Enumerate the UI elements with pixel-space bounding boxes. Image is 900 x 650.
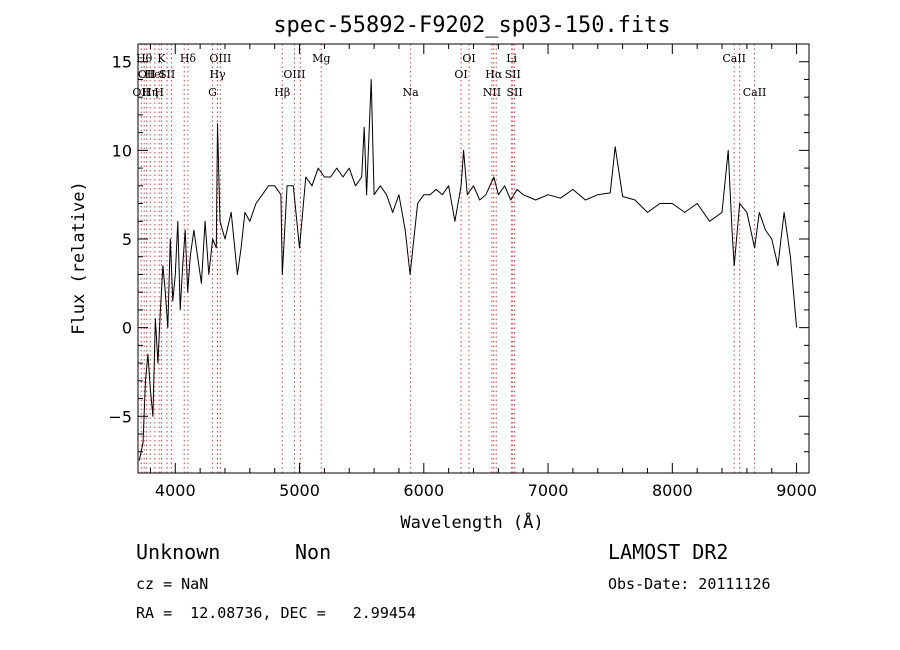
- x-tick-label: 5000: [279, 481, 320, 500]
- x-tick-label: 6000: [403, 481, 444, 500]
- line-label: OI: [454, 68, 467, 81]
- line-label: OII: [132, 86, 150, 99]
- line-label: OIII: [209, 52, 231, 65]
- line-label: OI: [462, 52, 475, 65]
- x-tick-label: 7000: [528, 481, 569, 500]
- plot-frame: [137, 43, 810, 474]
- y-axis-label: Flux (relative): [69, 181, 89, 335]
- line-label: CaII: [743, 86, 767, 99]
- flux-line: [138, 79, 798, 461]
- line-label: Hα: [485, 68, 503, 81]
- line-label: CaII: [722, 52, 746, 65]
- spectral-line-labels: OIIHθOIIHηHeIHKSIIHδGHγOIIIHβOIIIMgNaOIO…: [132, 52, 766, 99]
- line-label: HeI: [145, 68, 165, 81]
- cz-label: cz = NaN: [136, 575, 209, 593]
- line-label: NII: [483, 86, 501, 99]
- obs-date-label: Obs-Date: 20111126: [608, 575, 771, 593]
- line-label: Li: [506, 52, 517, 65]
- y-tick-label: 15: [112, 53, 132, 72]
- line-label: OIII: [283, 68, 305, 81]
- line-label: Hδ: [180, 52, 197, 65]
- subclass-label: Non: [295, 540, 332, 564]
- line-label: OII: [138, 68, 156, 81]
- x-axis-label: Wavelength (Å): [400, 511, 543, 533]
- line-label: Na: [403, 86, 420, 99]
- line-label: Hη: [142, 86, 158, 99]
- line-label: G: [208, 86, 217, 99]
- chart-title: spec-55892-F9202_sp03-150.fits: [273, 13, 670, 38]
- class-label: Unknown: [136, 540, 221, 564]
- y-tick-label: 5: [122, 230, 132, 249]
- spectral-line-markers: [140, 44, 756, 473]
- line-label: Hβ: [274, 86, 290, 99]
- x-tick-label: 8000: [652, 481, 693, 500]
- axis-ticks: 4000 5000 6000 7000 8000 9000 −5 0 5 10 15: [108, 43, 817, 500]
- y-tick-label: −5: [108, 407, 132, 426]
- line-label: K: [157, 52, 166, 65]
- x-tick-label: 4000: [155, 481, 196, 500]
- coordinates-label: RA = 12.08736, DEC = 2.99454: [136, 604, 416, 622]
- x-tick-label: 9000: [776, 481, 817, 500]
- survey-label: LAMOST DR2: [608, 540, 729, 564]
- y-tick-label: 0: [122, 319, 132, 338]
- line-label: H: [154, 86, 164, 99]
- line-label: Hθ: [136, 52, 153, 65]
- line-label: Hγ: [209, 68, 226, 81]
- flux-series: [138, 79, 798, 461]
- line-label: Mg: [312, 52, 330, 65]
- line-label: SII: [159, 68, 175, 81]
- line-label: SII: [505, 68, 521, 81]
- line-label: SII: [507, 86, 523, 99]
- y-tick-label: 10: [112, 141, 132, 160]
